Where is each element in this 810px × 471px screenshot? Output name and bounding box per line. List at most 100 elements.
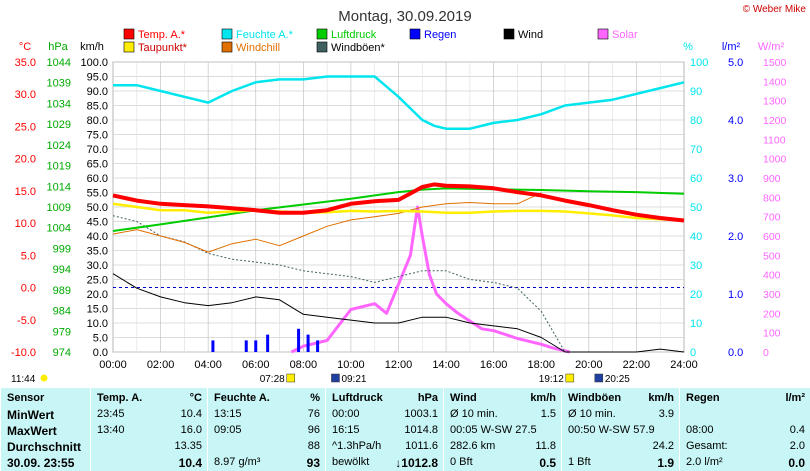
stats-cell-label: 00:05 W-SW 27.5 <box>450 424 537 436</box>
tick-x: 18:00 <box>527 359 555 371</box>
tick-solar: 500 <box>763 250 781 262</box>
rain-bar <box>316 340 320 352</box>
legend-label: Luftdruck <box>331 29 377 41</box>
stats-cell-value: 13.35 <box>174 440 202 452</box>
legend-swatch <box>316 28 328 40</box>
tick-percent: 0 <box>690 347 696 359</box>
tick-solar: 1200 <box>763 115 787 127</box>
legend-label: Solar <box>612 29 638 41</box>
tick-percent: 30 <box>690 260 702 272</box>
tick-celsius: 15.0 <box>15 186 36 198</box>
stats-cell-label: 08:00 <box>686 424 714 436</box>
tick-hpa: 1009 <box>47 202 71 214</box>
tick-percent: 90 <box>690 86 702 98</box>
tick-kmh: 55.0 <box>87 188 108 200</box>
tick-rain: 1.0 <box>728 289 743 301</box>
legend-swatch <box>221 41 233 53</box>
tick-x: 08:00 <box>290 359 318 371</box>
legend-swatch <box>123 28 135 40</box>
tick-solar: 800 <box>763 192 781 204</box>
tick-percent: 20 <box>690 289 702 301</box>
stats-column: Windböen km/h Ø 10 min. 3.9 00:50 W-SW 57.9 2… <box>561 388 680 471</box>
stats-cell-label: Gesamt: <box>686 440 728 452</box>
tick-rain: 3.0 <box>728 173 743 185</box>
stats-cell-value: 93 <box>306 456 320 470</box>
axis-title-percent: % <box>683 41 693 53</box>
tick-kmh: 15.0 <box>87 304 108 316</box>
stats-cell-value: 76 <box>307 408 320 420</box>
stats-cell-value: 2.0 <box>789 440 805 452</box>
stats-cell-label: 0 Bft <box>450 456 473 468</box>
legend-swatch <box>503 28 515 40</box>
stats-cell-value: 3.9 <box>658 408 674 420</box>
moon-time-label: 11:44 <box>11 374 36 385</box>
stats-unit: hPa <box>417 392 438 404</box>
tick-kmh: 40.0 <box>87 231 108 243</box>
tick-hpa: 1044 <box>47 57 71 69</box>
tick-solar: 700 <box>763 212 781 224</box>
stats-header: Sensor <box>7 392 45 404</box>
axis-title-kmh: km/h <box>80 41 104 53</box>
stats-cell-label: 09:05 <box>214 424 242 436</box>
sun-marker-icon <box>594 373 604 383</box>
legend: Temp. A.* Feuchte A.* Luftdruck Regen Wind So… <box>123 28 638 54</box>
tick-x: 04:00 <box>194 359 222 371</box>
tick-hpa: 994 <box>53 264 71 276</box>
tick-rain: 0.0 <box>728 347 743 359</box>
legend-label: Wind <box>518 29 543 41</box>
tick-kmh: 20.0 <box>87 289 108 301</box>
tick-x: 24:00 <box>670 359 698 371</box>
axis-title-solar: W/m² <box>758 41 785 53</box>
stats-cell-label: bewölkt <box>332 456 370 468</box>
series-line-feuchtea <box>113 75 685 130</box>
tick-hpa: 979 <box>53 326 71 338</box>
tick-percent: 100 <box>690 57 708 69</box>
tick-hpa: 1039 <box>47 78 71 90</box>
stats-column: Feuchte A.% 13:15 76 09:05 96 88 8.97 g/m³ 93 <box>207 388 326 471</box>
tick-celsius: 25.0 <box>15 121 36 133</box>
tick-percent: 80 <box>690 115 702 127</box>
rain-bar <box>306 334 310 352</box>
tick-kmh: 70.0 <box>87 144 108 156</box>
stats-cell-label: 282.6 km <box>450 440 496 452</box>
stats-header: Feuchte A. <box>214 392 270 404</box>
tick-kmh: 45.0 <box>87 217 108 229</box>
stats-cell-value: 16.0 <box>180 424 202 436</box>
series-line-wind <box>112 273 685 353</box>
legend-label: Regen <box>424 29 456 41</box>
tick-kmh: 85.0 <box>87 101 108 113</box>
statistics-table: Sensor MinWert MaxWert Durchschnitt 30.09. 2… <box>0 388 810 471</box>
tick-hpa: 1014 <box>47 181 71 193</box>
tick-solar: 1400 <box>763 76 787 88</box>
stats-cell-label: MinWert <box>7 408 55 422</box>
stats-unit: l/m² <box>785 392 805 404</box>
sun-marker-icon <box>565 373 575 383</box>
tick-x: 14:00 <box>432 359 460 371</box>
weather-chart: Montag, 30.09.2019 © Weber Mike Temp. A.… <box>11 4 807 385</box>
stats-cell-label: 2.0 l/m² <box>686 456 723 468</box>
series-line-tempa <box>112 182 685 223</box>
legend-swatch <box>123 41 135 53</box>
stats-cell-value: 0.5 <box>539 456 556 470</box>
tick-kmh: 90.0 <box>87 86 108 98</box>
legend-label: Windchill <box>236 42 280 54</box>
rain-bar <box>211 340 215 352</box>
stats-column: Temp. A. °C 23:45 10.4 13:40 16.0 13.35 10.4 <box>90 388 208 471</box>
stats-header: Wind <box>450 392 477 404</box>
stats-header: Windböen <box>568 392 622 404</box>
tick-kmh: 75.0 <box>87 130 108 142</box>
tick-kmh: 50.0 <box>87 202 108 214</box>
sun-marker-label: 09:21 <box>341 374 366 385</box>
tick-kmh: 30.0 <box>87 260 108 272</box>
series-line-windchill <box>112 192 542 253</box>
tick-kmh: 5.0 <box>93 333 108 345</box>
axis-title-hpa: hPa <box>48 41 68 53</box>
stats-cell-label: Durchschnitt <box>7 440 82 454</box>
tick-x: 10:00 <box>337 359 365 371</box>
tick-x: 02:00 <box>147 359 175 371</box>
tick-kmh: 100.0 <box>80 57 108 69</box>
stats-unit: °C <box>189 392 202 404</box>
tick-x: 12:00 <box>385 359 413 371</box>
tick-hpa: 1019 <box>47 161 71 173</box>
tick-solar: 1500 <box>763 57 787 69</box>
